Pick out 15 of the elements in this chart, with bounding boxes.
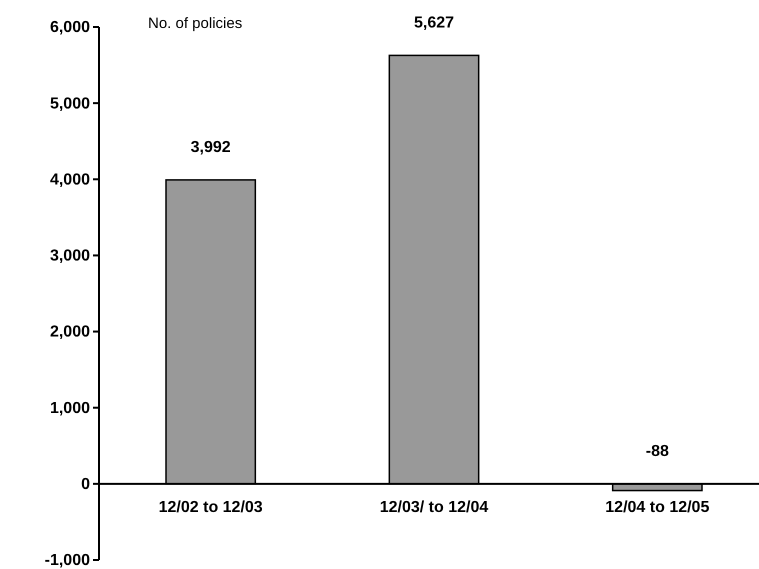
- x-tick-label: 12/02 to 12/03: [158, 498, 263, 516]
- y-tick-label: 3,000: [50, 248, 90, 265]
- x-tick-label: 12/03/ to 12/04: [380, 498, 488, 516]
- y-tick-label: 1,000: [50, 400, 90, 417]
- y-tick-label: 5,000: [50, 95, 90, 112]
- data-label: 3,992: [190, 138, 231, 156]
- data-label: 5,627: [414, 14, 454, 32]
- y-tick-label: 0: [81, 476, 90, 493]
- data-label: -88: [646, 442, 669, 460]
- y-axis-title: No. of policies: [148, 15, 242, 32]
- y-tick-label: 4,000: [50, 171, 90, 188]
- x-tick-label: 12/04 to 12/05: [605, 498, 710, 516]
- y-tick-label: -1,000: [44, 552, 90, 569]
- y-tick-label: 6,000: [50, 19, 90, 36]
- y-tick-label: 2,000: [50, 324, 90, 341]
